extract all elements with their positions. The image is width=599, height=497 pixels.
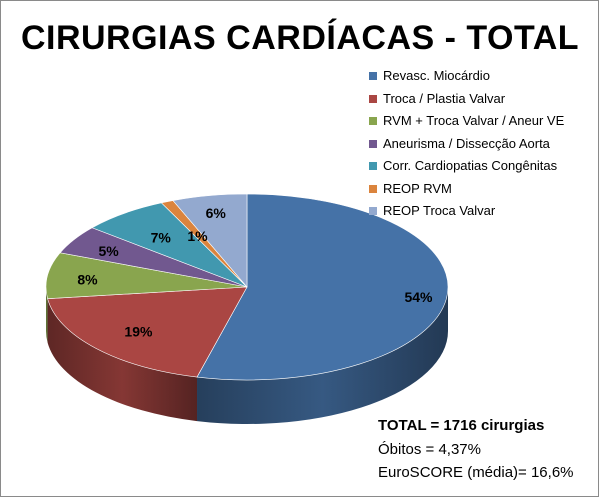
- chart-title: CIRURGIAS CARDÍACAS - TOTAL: [20, 19, 580, 57]
- legend-label: RVM + Troca Valvar / Aneur VE: [383, 113, 565, 128]
- legend-item: RVM + Troca Valvar / Aneur VE: [369, 112, 599, 135]
- legend: Revasc. Miocárdio Troca / Plastia Valvar R…: [369, 67, 599, 225]
- legend-swatch: [369, 94, 377, 103]
- pie-side-1: [47, 298, 198, 422]
- data-label-3: 5%: [98, 243, 119, 259]
- legend-swatch: [369, 162, 377, 170]
- legend-swatch: [369, 139, 377, 148]
- total-note: TOTAL = 1716 cirurgias: [378, 417, 545, 434]
- euroscore-note: EuroSCORE (média)= 16,6%: [378, 464, 574, 481]
- legend-label: REOP Troca Valvar: [383, 203, 496, 218]
- data-label-1: 19%: [124, 323, 153, 339]
- data-label-0: 54%: [404, 289, 433, 305]
- pie-slice-1: [47, 286, 248, 378]
- legend-item: Troca / Plastia Valvar: [369, 90, 599, 113]
- pie-top: [45, 193, 449, 381]
- legend-label: Corr. Cardiopatias Congênitas: [383, 158, 558, 173]
- legend-item: Revasc. Miocárdio: [369, 67, 599, 90]
- legend-item: Corr. Cardiopatias Congênitas: [369, 157, 599, 180]
- deaths-note: Óbitos = 4,37%: [378, 441, 481, 458]
- pie-side-walls: [46, 287, 448, 425]
- data-label-2: 8%: [77, 272, 98, 288]
- legend-swatch: [369, 184, 377, 193]
- pie-slice-2: [45, 252, 248, 299]
- legend-swatch: [369, 72, 377, 80]
- pie-slice-0: [196, 193, 449, 381]
- data-label-6: 6%: [206, 205, 227, 221]
- data-label-4: 7%: [151, 230, 172, 246]
- legend-item: REOP Troca Valvar: [369, 202, 599, 225]
- legend-label: REOP RVM: [383, 180, 452, 196]
- legend-item: Aneurisma / Dissecção Aorta: [369, 135, 599, 158]
- pie-side-2: [46, 287, 48, 343]
- legend-swatch: [369, 117, 377, 125]
- legend-label: Troca / Plastia Valvar: [383, 90, 506, 106]
- legend-item: REOP RVM: [369, 180, 599, 203]
- pie-slice-6: [172, 193, 248, 288]
- legend-label: Aneurisma / Dissecção Aorta: [383, 135, 550, 151]
- pie-side-0: [197, 287, 448, 425]
- legend-label: Revasc. Miocárdio: [383, 68, 490, 83]
- data-label-5: 1%: [187, 228, 208, 244]
- legend-swatch: [369, 207, 377, 215]
